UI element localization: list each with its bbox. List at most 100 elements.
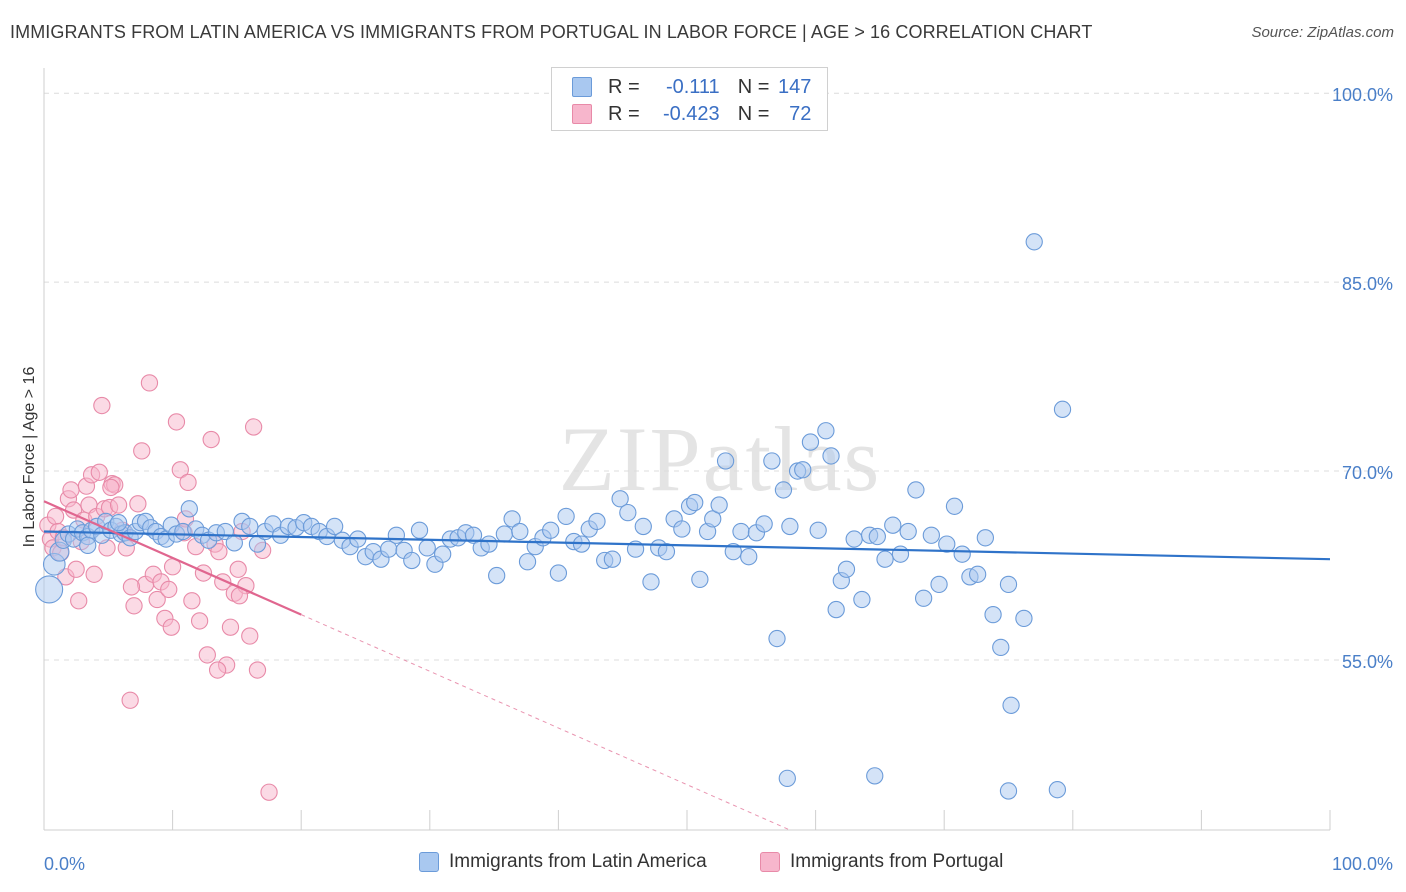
source-credit: Source: ZipAtlas.com [1251,24,1394,41]
y-tick-label: 70.0% [1342,463,1393,483]
latin-america-point [410,521,429,539]
latin-america-point [907,481,925,499]
latin-america-point [387,526,406,544]
legend-label: Immigrants from Latin America [449,851,707,872]
portugal-point [260,783,278,801]
latin-america-point [642,573,660,591]
legend-row-latin-america: R = -0.111 N = 147 [572,75,811,99]
portugal-trendline [43,500,302,616]
latin-america-point [611,490,629,508]
latin-america-point [488,566,506,585]
portugal-point [109,496,128,514]
latin-america-point [868,527,886,546]
chart-title: IMMIGRANTS FROM LATIN AMERICA VS IMMIGRA… [10,22,1093,42]
latin-america-point [976,529,995,547]
y-tick-label: 100.0% [1332,85,1393,105]
latin-america-point [634,517,652,536]
trend-lines [43,500,1331,831]
latin-america-point [418,539,436,557]
portugal-point [208,661,227,679]
legend-swatch-blue [572,77,592,97]
latin-america-point [945,497,964,515]
latin-america-point [180,500,198,518]
portugal-point [183,592,201,610]
latin-america-point [464,526,483,544]
latin-america-point [794,461,812,479]
latin-america-point [1048,781,1067,799]
latin-america-point [241,517,259,536]
legend-item-portugal[interactable]: Immigrants from Portugal [760,851,1003,873]
latin-america-point [503,510,521,528]
portugal-point [244,418,263,436]
latin-america-point [686,493,704,512]
latin-america-point [891,545,910,563]
latin-america-point [542,521,560,539]
latin-america-point [603,550,622,568]
latin-america-point [403,551,421,570]
portugal-point [202,430,220,449]
portugal-point [102,478,120,497]
latin-america-point [801,433,820,451]
portugal-point [93,396,111,415]
portugal-point [46,507,65,526]
portugal-point [90,463,108,481]
portugal-point [121,691,139,709]
latin-america-point [518,553,537,571]
latin-america-point [1025,233,1043,251]
latin-america-point [225,534,243,552]
latin-america-point [914,589,933,607]
latin-america-point [325,517,344,536]
latin-america-point [549,564,568,582]
axes [43,68,1331,831]
legend-swatch-pink [760,852,780,872]
legend-row-portugal: R = -0.423 N = 72 [572,102,811,126]
latin-america-point [768,629,786,648]
gridlines [44,92,1393,661]
tick-labels: 55.0% 70.0% 85.0% 100.0% 0.0% 100.0% [44,85,1393,874]
y-tick-label: 55.0% [1342,652,1393,672]
latin-america-point [968,565,987,583]
latin-america-point [809,521,827,539]
latin-america-point [740,548,758,566]
portugal-point [67,560,85,578]
y-axis-title: In Labor Force | Age > 16 [21,367,38,548]
portugal-points [39,374,278,801]
latin-america-point [930,575,948,594]
latin-america-point [1015,609,1033,628]
latin-america-point [557,507,575,526]
latin-america-point [822,447,840,465]
legend-r-label: R = [608,102,640,125]
latin-america-point [724,542,742,561]
series-legend: Immigrants from Latin America Immigrants… [0,851,1406,877]
legend-swatch-blue [419,852,439,872]
legend-item-latin-america[interactable]: Immigrants from Latin America [419,851,707,873]
latin-america-trendline [43,530,1331,561]
portugal-trendline-extension [300,614,791,831]
latin-america-point [853,590,871,609]
latin-america-point [884,516,902,534]
latin-america-points [35,233,1072,800]
portugal-point [62,481,80,499]
latin-america-point [774,481,793,499]
latin-america-point [827,600,845,619]
legend-n-label: N = [737,102,770,125]
latin-america-point [837,560,856,578]
portugal-point [162,618,180,636]
latin-america-point [691,570,709,589]
portugal-point [148,590,166,609]
y-tick-label: 85.0% [1342,274,1393,294]
latin-america-point [619,503,637,522]
legend-n-label: N = [737,75,770,98]
latin-america-point [845,530,863,548]
latin-america-point [899,522,917,541]
latin-america-point [511,522,529,541]
legend-n-value: 72 [789,102,812,125]
correlation-legend: R = -0.111 N = 147 R = -0.423 N = 72 [551,67,828,131]
latin-america-point [35,575,64,604]
portugal-point [179,473,197,492]
portugal-point [198,646,216,664]
latin-america-point [778,769,796,788]
legend-r-value: -0.423 [662,102,720,125]
latin-america-point [434,545,452,563]
